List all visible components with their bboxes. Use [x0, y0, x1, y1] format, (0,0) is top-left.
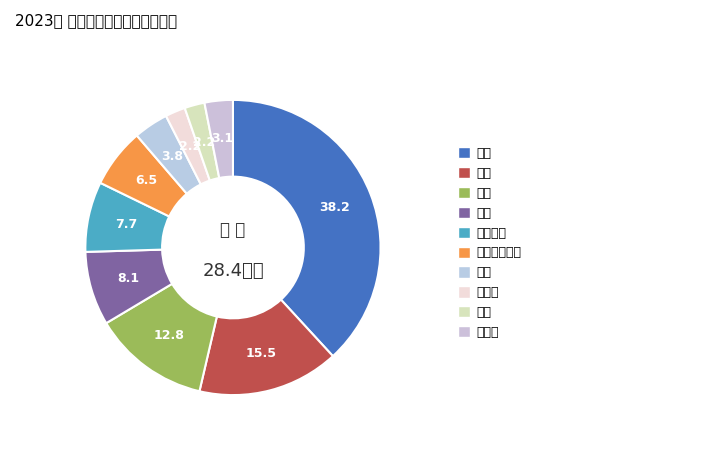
Wedge shape [137, 116, 201, 194]
Text: 3.1: 3.1 [211, 132, 234, 145]
Text: 2023年 輸出相手国のシェア（％）: 2023年 輸出相手国のシェア（％） [15, 14, 177, 28]
Text: 8.1: 8.1 [117, 272, 139, 284]
Text: 38.2: 38.2 [320, 201, 350, 214]
Text: 3.8: 3.8 [161, 150, 183, 163]
Text: 28.4億円: 28.4億円 [202, 262, 264, 280]
Text: 7.7: 7.7 [115, 218, 138, 231]
Text: 総 額: 総 額 [221, 221, 245, 239]
Wedge shape [85, 183, 170, 252]
Wedge shape [166, 108, 210, 184]
Text: 2.2: 2.2 [179, 140, 202, 153]
Wedge shape [85, 250, 172, 323]
Wedge shape [199, 300, 333, 395]
Wedge shape [205, 100, 233, 178]
Text: 6.5: 6.5 [135, 174, 157, 187]
Legend: 中国, 米国, 台湾, 韓国, オランダ, シンガポール, 香港, インド, タイ, その他: 中国, 米国, 台湾, 韓国, オランダ, シンガポール, 香港, インド, タ… [458, 147, 521, 339]
Text: 15.5: 15.5 [245, 346, 276, 360]
Wedge shape [106, 284, 217, 391]
Wedge shape [100, 135, 187, 216]
Wedge shape [233, 100, 381, 356]
Text: 2.2: 2.2 [194, 135, 215, 148]
Wedge shape [185, 103, 219, 180]
Text: 12.8: 12.8 [153, 329, 184, 342]
